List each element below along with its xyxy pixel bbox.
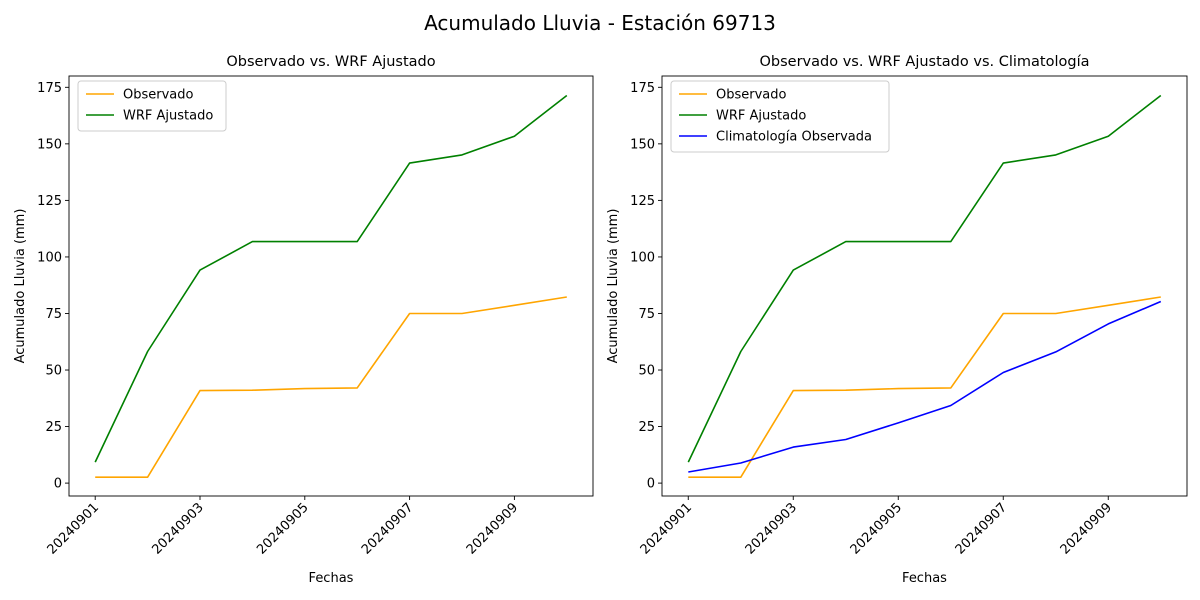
y-tick-label: 0 (54, 477, 62, 492)
legend: Observado WRF Ajustado Climatología Observ… (670, 80, 890, 153)
y-tick-label: 50 (638, 364, 655, 379)
y-tick-label: 75 (45, 307, 62, 322)
series-line-2 (94, 94, 568, 463)
series-line-1 (688, 296, 1161, 479)
legend-box (77, 80, 227, 132)
panel-title: Observado vs. WRF Ajustado (226, 54, 435, 70)
y-tick-label: 25 (638, 420, 655, 435)
y-tick-label: 175 (630, 81, 655, 96)
y-tick-label: 175 (37, 81, 62, 96)
x-tick-label: 20240909 (464, 500, 521, 557)
x-axis-label: Fechas (902, 571, 947, 586)
y-axis-label: Acumulado Lluvia (mm) (606, 209, 621, 364)
legend: Observado WRF Ajustado (77, 80, 227, 132)
series-line-3 (688, 300, 1162, 473)
chart-panel-1: Observado vs. WRF Ajustado 0 25 50 75 100 125 1… (13, 54, 594, 586)
y-axis-label: Acumulado Lluvia (mm) (13, 209, 28, 364)
x-tick-label: 20240903 (743, 500, 800, 557)
y-tick-label: 150 (630, 137, 655, 152)
legend-label: Observado (123, 88, 194, 103)
axes-frame (68, 75, 594, 497)
x-tick-label: 20240903 (149, 500, 206, 557)
figure-suptitle: Acumulado Lluvia - Estación 69713 (424, 11, 776, 35)
panel-title: Observado vs. WRF Ajustado vs. Climatolo… (760, 54, 1090, 70)
legend-label: WRF Ajustado (716, 109, 806, 124)
y-tick-label: 25 (45, 420, 62, 435)
x-tick-label: 20240901 (45, 500, 102, 557)
x-tick-label: 20240901 (638, 500, 695, 557)
axes-frame (661, 75, 1188, 497)
x-tick-label: 20240907 (953, 500, 1010, 557)
y-tick-label: 100 (37, 250, 62, 265)
x-tick-label: 20240909 (1058, 500, 1115, 557)
y-tick-label: 0 (647, 477, 655, 492)
y-tick-label: 125 (630, 194, 655, 209)
y-tick-label: 50 (45, 364, 62, 379)
legend-label: Observado (716, 88, 787, 103)
y-tick-label: 125 (37, 194, 62, 209)
x-tick-label: 20240907 (359, 500, 416, 557)
legend-label: Climatología Observada (716, 130, 872, 145)
legend-label: WRF Ajustado (123, 109, 213, 124)
y-tick-label: 150 (37, 137, 62, 152)
series-line-2 (687, 94, 1162, 463)
x-tick-label: 20240905 (254, 500, 311, 557)
y-tick-label: 75 (638, 307, 655, 322)
x-tick-label: 20240905 (848, 500, 905, 557)
x-axis-label: Fechas (309, 571, 354, 586)
legend-box (670, 80, 890, 153)
y-tick-label: 100 (630, 250, 655, 265)
series-line-1 (95, 296, 567, 479)
chart-panel-2: Observado vs. WRF Ajustado vs. Climatolo… (606, 54, 1188, 586)
